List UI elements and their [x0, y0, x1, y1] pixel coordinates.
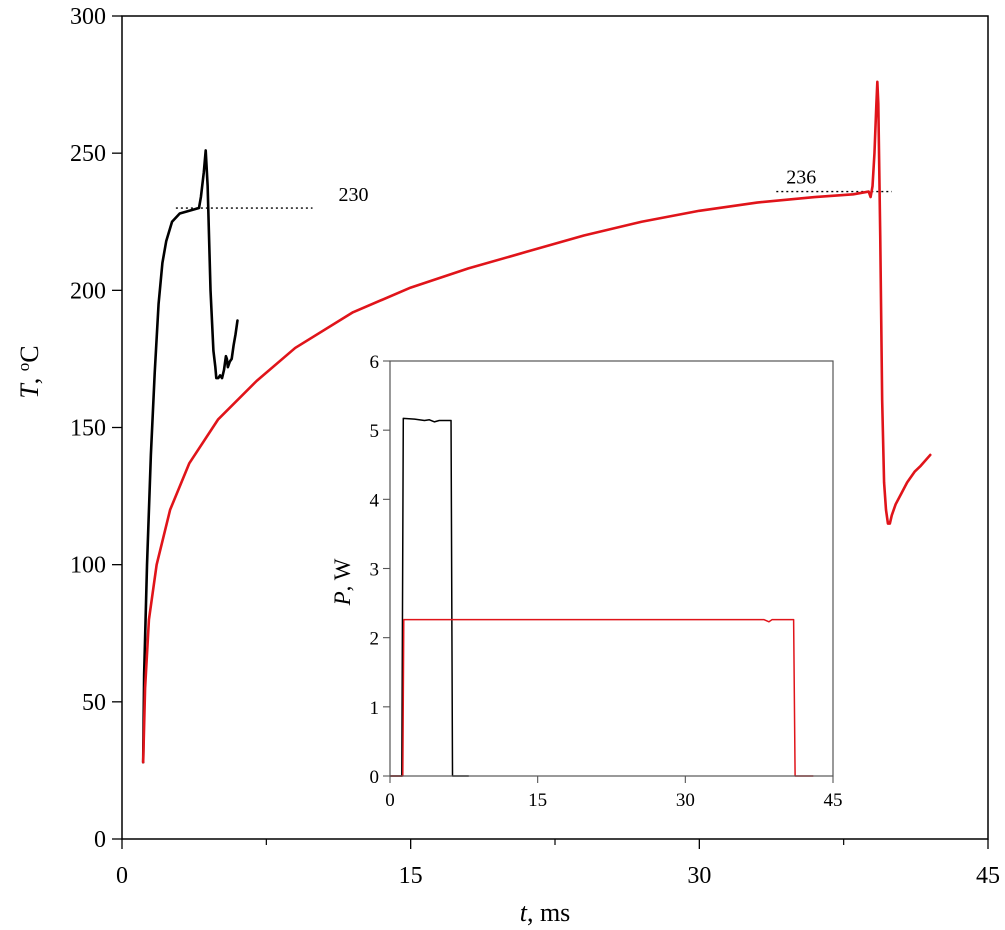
main-y-axis: 0 50 100 150 200 250 300	[70, 4, 122, 853]
inset-y-axis-title: P, W	[330, 558, 355, 606]
inset-y-tick-label: 2	[370, 629, 380, 650]
main-y-tick-label: 300	[70, 4, 106, 30]
main-x-axis: 0 15 30 45	[116, 839, 1000, 889]
inset-y-tick-label: 1	[370, 698, 380, 719]
inset-y-tick-label: 3	[370, 560, 380, 581]
inset-x-tick-label: 0	[385, 790, 395, 811]
main-series-group	[141, 80, 932, 764]
inset-y-axis: 0 1 2 3 4 5 6	[370, 352, 390, 788]
main-x-tick-label: 15	[399, 863, 423, 889]
main-y-tick-label: 150	[70, 416, 106, 442]
main-y-tick-label: 100	[70, 553, 106, 579]
inset-y-tick-label: 5	[370, 421, 380, 442]
inset-x-tick-label: 30	[676, 790, 695, 811]
main-series-line-2	[141, 80, 932, 764]
main-x-tick-label: 30	[687, 863, 711, 889]
reference-label-230: 230	[339, 184, 369, 206]
inset-plot-background	[390, 361, 833, 776]
inset-series-group	[390, 417, 814, 777]
inset-y-tick-label: 4	[370, 490, 380, 511]
main-x-axis-title: t, ms	[520, 898, 571, 927]
main-x-tick-label: 0	[116, 863, 128, 889]
main-y-tick-label: 250	[70, 141, 106, 167]
reference-label-236: 236	[786, 167, 816, 189]
inset-x-tick-label: 15	[528, 790, 547, 811]
main-series-line-1	[141, 149, 239, 764]
main-y-tick-label: 50	[82, 690, 106, 716]
inset-y-tick-label: 0	[370, 767, 380, 788]
inset-series-line-2	[390, 618, 814, 777]
inset-series-line-1	[390, 417, 469, 777]
main-y-tick-label: 0	[94, 827, 106, 853]
main-y-tick-label: 200	[70, 278, 106, 304]
inset-y-tick-label: 6	[370, 352, 380, 373]
main-y-axis-title: T, oC	[14, 345, 44, 398]
main-reference-lines: 230 236	[175, 167, 892, 209]
inset-x-tick-label: 45	[824, 790, 843, 811]
inset-x-axis: 0 15 30 45	[385, 776, 843, 811]
main-x-tick-label: 45	[976, 863, 1000, 889]
